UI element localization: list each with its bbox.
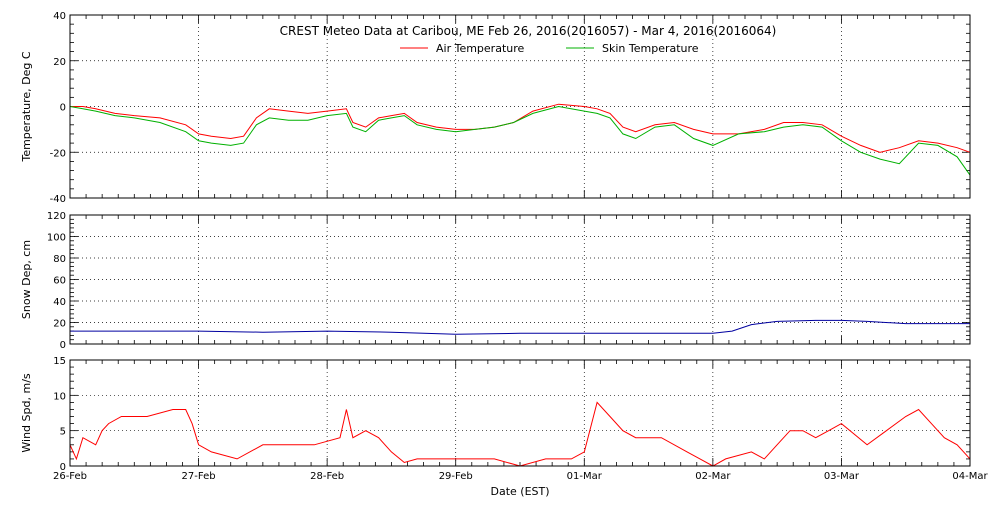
panel-frame xyxy=(69,14,971,199)
y-tick-label: -20 xyxy=(50,148,66,159)
x-axis-title: Date (EST) xyxy=(490,485,549,498)
y-tick-label: 20 xyxy=(53,319,66,330)
y-tick-label: 120 xyxy=(47,211,66,222)
legend-label-1: Skin Temperature xyxy=(602,42,699,55)
x-tick-label: 27-Feb xyxy=(182,471,216,482)
y-tick-label: 60 xyxy=(53,276,66,287)
series-line-0-0 xyxy=(70,103,971,153)
y-tick-label: 10 xyxy=(53,391,66,402)
series-line-0-1 xyxy=(69,105,971,176)
y-tick-label: 80 xyxy=(53,254,66,265)
y-axis-title: Wind Spd, m/s xyxy=(20,373,33,453)
y-tick-label: 5 xyxy=(60,427,66,438)
y-tick-label: 0 xyxy=(60,340,66,351)
panel-0: 40 20 0 -20 -40 Temperature, Deg C xyxy=(20,11,971,205)
x-tick-label: 29-Feb xyxy=(439,471,473,482)
y-tick-label: 40 xyxy=(53,297,66,308)
panel-2: 0 5 10 15 Wind Spd, m/s xyxy=(20,356,971,473)
panel-1: 0 20 40 60 80 100 120 Snow Dep, cm xyxy=(20,211,971,351)
chart-title: CREST Meteo Data at Caribou, ME Feb 26, … xyxy=(280,24,777,38)
x-tick-label: 02-Mar xyxy=(695,471,731,482)
series-line-1-0 xyxy=(70,319,970,335)
x-tick-label: 04-Mar xyxy=(952,471,988,482)
y-axis-title: Snow Dep, cm xyxy=(20,240,33,319)
series-line-2-0 xyxy=(69,401,971,467)
legend-label-0: Air Temperature xyxy=(436,42,525,55)
x-tick-label: 01-Mar xyxy=(567,471,603,482)
y-tick-label: 0 xyxy=(60,103,66,114)
y-tick-label: -40 xyxy=(50,194,66,205)
x-tick-label: 03-Mar xyxy=(824,471,860,482)
x-tick-label: 28-Feb xyxy=(310,471,344,482)
y-tick-label: 40 xyxy=(53,11,66,22)
y-tick-label: 20 xyxy=(53,57,66,68)
panel-frame xyxy=(69,359,971,467)
y-tick-label: 100 xyxy=(47,233,66,244)
y-axis-title: Temperature, Deg C xyxy=(20,51,33,162)
panel-frame xyxy=(69,214,971,345)
y-tick-label: 0 xyxy=(60,462,66,473)
y-tick-label: 15 xyxy=(53,356,66,367)
x-tick-label: 26-Feb xyxy=(53,471,87,482)
